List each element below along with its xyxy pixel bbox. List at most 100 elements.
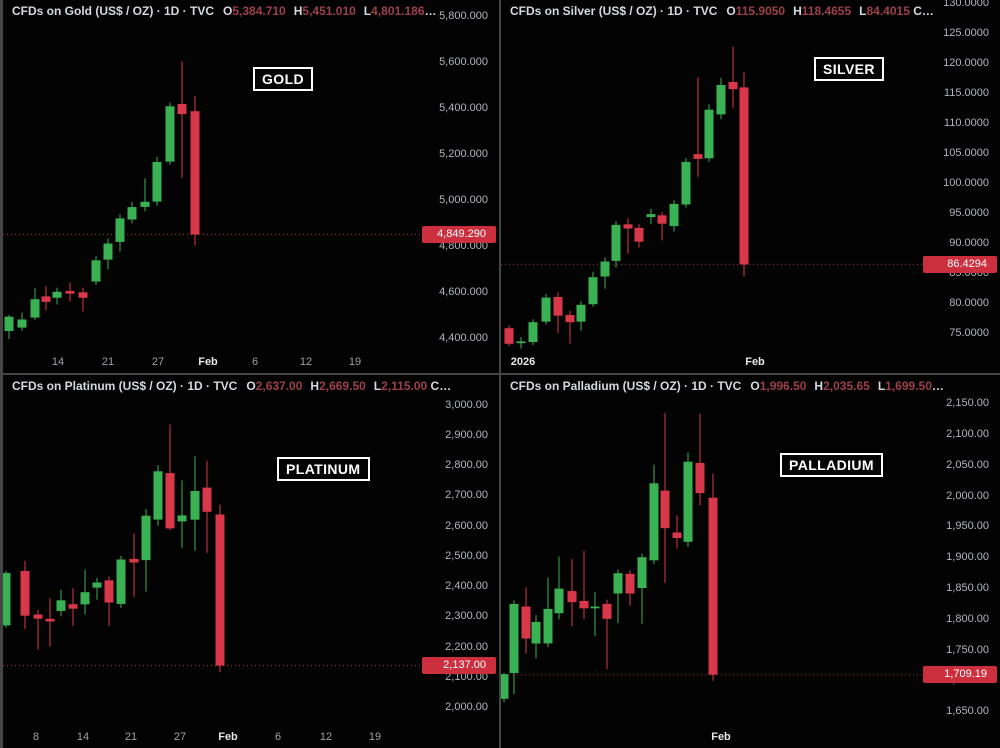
chart-surface[interactable]: GOLD bbox=[3, 0, 421, 351]
time-axis[interactable]: 2026 Feb bbox=[501, 351, 922, 373]
ohlc-value: 5,451.010 bbox=[302, 4, 356, 18]
chart-header[interactable]: CFDs on Gold (US$ / OZ) · 1D · TVC O5,384… bbox=[3, 0, 499, 22]
chart-surface[interactable]: SILVER bbox=[501, 0, 922, 351]
ohlc-value: 5,384.710 bbox=[232, 4, 286, 18]
price-tick: 1,800.00 bbox=[946, 612, 989, 625]
metal-label-silver[interactable]: SILVER bbox=[814, 57, 884, 81]
candle bbox=[45, 598, 55, 647]
candle bbox=[509, 600, 519, 694]
ohlc-value: 84.4015 bbox=[866, 4, 910, 18]
chart-header[interactable]: CFDs on Palladium (US$ / OZ) · 1D · TVC O… bbox=[501, 375, 1000, 397]
time-tick: 12 bbox=[299, 356, 313, 368]
candle bbox=[501, 673, 509, 702]
ohlc-key: H bbox=[793, 4, 802, 18]
candle bbox=[579, 551, 589, 620]
ohlc-values: O1,996.50 H2,035.65 L1,699.50… bbox=[750, 379, 944, 393]
metal-label-gold[interactable]: GOLD bbox=[253, 67, 314, 91]
candle bbox=[602, 599, 612, 670]
price-tick: 5,400.000 bbox=[439, 101, 488, 114]
price-tick: 2,150.00 bbox=[946, 397, 989, 410]
ohlc-value: 2,035.65 bbox=[823, 379, 870, 393]
candle bbox=[78, 287, 88, 312]
ohlc-value: 115.9050 bbox=[735, 4, 786, 18]
price-tick: 2,000.00 bbox=[946, 489, 989, 502]
candle bbox=[190, 95, 200, 246]
candle bbox=[165, 102, 175, 165]
ohlc-value: 1,996.50 bbox=[759, 379, 807, 393]
candle bbox=[140, 178, 150, 212]
time-tick: 27 bbox=[151, 356, 165, 368]
price-axis[interactable]: 5,800.000 5,600.000 5,400.000 5,200.000 5,00… bbox=[421, 0, 499, 351]
candle bbox=[611, 221, 621, 268]
time-tick: 6 bbox=[251, 356, 259, 368]
candle bbox=[576, 301, 586, 331]
candle bbox=[543, 577, 553, 648]
last-price-badge: 4,849.290 bbox=[422, 225, 496, 243]
candle bbox=[3, 571, 11, 628]
time-axis[interactable]: Feb bbox=[501, 726, 922, 748]
time-axis[interactable]: 14 21 27 Feb 6 12 19 bbox=[3, 351, 421, 373]
candlestick-plot bbox=[501, 413, 922, 702]
candle bbox=[104, 576, 114, 626]
metal-label-platinum[interactable]: PLATINUM bbox=[277, 457, 370, 481]
candle bbox=[739, 72, 749, 277]
candle bbox=[646, 208, 656, 225]
candle bbox=[669, 200, 679, 232]
price-tick: 2,050.00 bbox=[946, 458, 989, 471]
symbol-title[interactable]: CFDs on Palladium (US$ / OZ) · 1D · TVC bbox=[510, 379, 742, 393]
ohlc-key: H bbox=[293, 4, 303, 18]
ohlc-key: L bbox=[373, 379, 382, 393]
candle bbox=[716, 77, 726, 120]
price-tick: 2,100.00 bbox=[946, 427, 989, 440]
candle bbox=[4, 314, 14, 339]
ohlc-truncation: C… bbox=[909, 4, 934, 18]
last-price-badge: 86.4294 bbox=[923, 255, 997, 273]
candle bbox=[20, 560, 30, 629]
candle bbox=[634, 224, 644, 248]
ohlc-truncation: … bbox=[424, 4, 437, 18]
price-tick: 1,850.00 bbox=[946, 581, 989, 594]
time-tick: 21 bbox=[124, 731, 138, 743]
ohlc-truncation: … bbox=[931, 379, 944, 393]
ohlc-values: O2,637.00 H2,669.50 L2,115.00 C… bbox=[246, 379, 451, 393]
price-tick: 1,950.00 bbox=[946, 520, 989, 533]
candle bbox=[141, 509, 151, 592]
chart-header[interactable]: CFDs on Silver (US$ / OZ) · 1D · TVC O115… bbox=[501, 0, 1000, 22]
candlestick-plot bbox=[501, 46, 922, 349]
price-axis[interactable]: 130.0000 125.0000 120.0000 115.0000 110.0000… bbox=[922, 0, 1000, 351]
chart-surface[interactable]: PLATINUM bbox=[3, 375, 421, 726]
price-axis[interactable]: 3,000.00 2,900.00 2,800.00 2,700.00 2,600.00… bbox=[421, 375, 499, 726]
candlestick-plot bbox=[3, 61, 421, 339]
chart-panel-palladium: CFDs on Palladium (US$ / OZ) · 1D · TVC O… bbox=[501, 375, 1000, 748]
time-tick: 6 bbox=[274, 731, 282, 743]
time-axis[interactable]: 8 14 21 27 Feb 6 12 19 bbox=[3, 726, 421, 748]
metal-label-palladium[interactable]: PALLADIUM bbox=[780, 453, 883, 477]
time-tick: 12 bbox=[319, 731, 333, 743]
candle bbox=[625, 570, 635, 606]
candle bbox=[600, 257, 610, 289]
candle bbox=[567, 559, 577, 627]
candle bbox=[129, 533, 139, 597]
chart-surface[interactable]: PALLADIUM bbox=[501, 375, 922, 726]
chart-header[interactable]: CFDs on Platinum (US$ / OZ) · 1D · TVC O2… bbox=[3, 375, 499, 397]
ohlc-value: 2,669.50 bbox=[319, 379, 366, 393]
candle bbox=[504, 325, 514, 347]
candle bbox=[68, 588, 78, 626]
price-tick: 2,700.00 bbox=[445, 489, 488, 502]
candle bbox=[177, 480, 187, 548]
symbol-title[interactable]: CFDs on Gold (US$ / OZ) · 1D · TVC bbox=[12, 4, 214, 18]
price-tick: 5,600.000 bbox=[439, 55, 488, 68]
symbol-title[interactable]: CFDs on Silver (US$ / OZ) · 1D · TVC bbox=[510, 4, 718, 18]
candle bbox=[80, 569, 90, 615]
candle bbox=[565, 310, 575, 344]
price-tick: 2,200.00 bbox=[445, 640, 488, 653]
price-tick: 1,900.00 bbox=[946, 551, 989, 564]
time-tick: 19 bbox=[368, 731, 382, 743]
price-axis[interactable]: 2,150.00 2,100.00 2,050.00 2,000.00 1,950.00… bbox=[922, 375, 1000, 726]
price-tick: 4,600.000 bbox=[439, 285, 488, 298]
candle bbox=[660, 413, 670, 584]
last-price-badge: 2,137.00 bbox=[422, 657, 496, 675]
symbol-title[interactable]: CFDs on Platinum (US$ / OZ) · 1D · TVC bbox=[12, 379, 238, 393]
candle bbox=[521, 587, 531, 654]
